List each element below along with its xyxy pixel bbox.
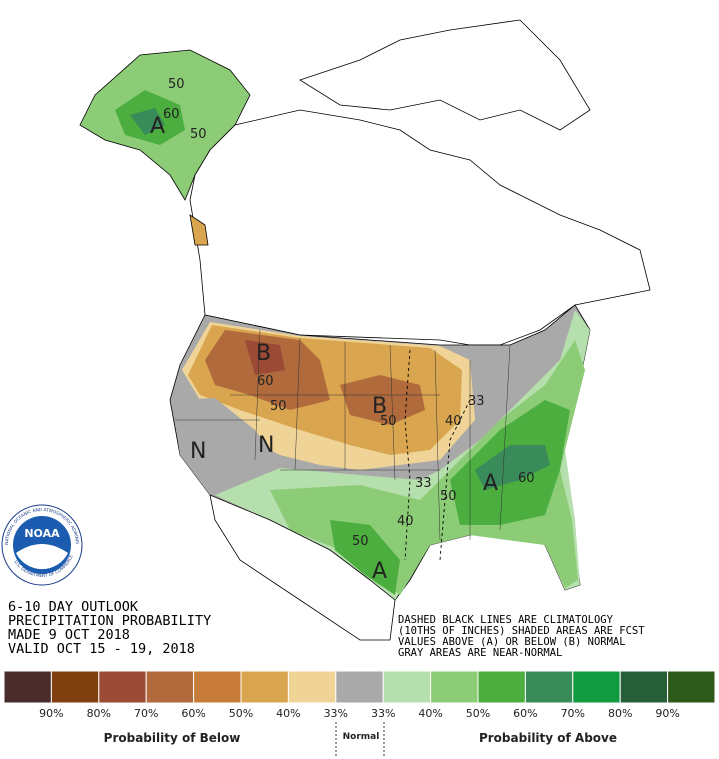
legend-label: 60% <box>513 707 537 720</box>
region-label: A <box>483 471 498 496</box>
legend-label: 50% <box>229 707 253 720</box>
legend-label: 80% <box>608 707 632 720</box>
note-line: GRAY AREAS ARE NEAR-NORMAL <box>398 647 562 659</box>
legend-label: 70% <box>134 707 158 720</box>
note-line: DASHED BLACK LINES ARE CLIMATOLOGY <box>398 614 614 626</box>
legend-swatch <box>335 670 384 704</box>
legend-label: 40% <box>276 707 300 720</box>
region-label: 40 <box>445 414 462 429</box>
legend-swatch <box>145 670 195 704</box>
title-line: VALID OCT 15 - 19, 2018 <box>8 641 195 657</box>
region-label: 40 <box>397 514 414 529</box>
legend-label: 80% <box>87 707 111 720</box>
legend: Probability of Below Normal Probability … <box>3 670 716 756</box>
region-label: 60 <box>518 471 535 486</box>
legend-label: 90% <box>39 707 63 720</box>
legend-below: Probability of Below <box>104 731 241 745</box>
legend-swatch <box>287 670 337 704</box>
legend-swatch <box>524 670 574 704</box>
note-line: VALUES ABOVE (A) OR BELOW (B) NORMAL <box>398 636 626 648</box>
legend-above: Probability of Above <box>479 731 617 745</box>
logo-name: NOAA <box>24 527 60 540</box>
region-label: 50 <box>168 77 185 92</box>
region-label: 60 <box>257 374 274 389</box>
legend-normal: Normal <box>343 732 380 742</box>
legend-label: 33% <box>324 707 348 720</box>
west-gray <box>172 398 285 495</box>
legend-swatch <box>193 670 242 704</box>
region-label: 33 <box>468 394 485 409</box>
region-label: 33 <box>415 476 432 491</box>
logo-ring-top-text: NATIONAL OCEANIC AND ATMOSPHERIC ADMINIS… <box>0 0 80 545</box>
legend-swatch <box>667 670 716 704</box>
region-label: N <box>258 433 274 458</box>
title-line: 6-10 DAY OUTLOOK <box>8 599 139 615</box>
title-line: MADE 9 OCT 2018 <box>8 627 130 643</box>
legend-swatch <box>240 670 289 704</box>
state-lines <box>175 329 511 541</box>
map <box>79 19 651 641</box>
logo-ring-top: NATIONAL OCEANIC AND ATMOSPHERIC ADMINIS… <box>0 0 80 545</box>
legend-label: 60% <box>181 707 205 720</box>
arctic-islands <box>299 19 591 131</box>
title-block: 6-10 DAY OUTLOOK PRECIPITATION PROBABILI… <box>8 599 211 657</box>
noaa-logo: NOAA NATIONAL OCEANIC AND ATMOSPHERIC AD… <box>0 0 83 586</box>
region-label: A <box>372 559 387 584</box>
region-label: 60 <box>163 107 180 122</box>
region-labels: A 60 50 50 B 60 50 B 50 40 33 N N 33 40 … <box>150 77 535 584</box>
climatology-lines <box>404 349 471 561</box>
legend-label: 40% <box>418 707 442 720</box>
legend-label: 50% <box>466 707 490 720</box>
bc-coast <box>189 214 209 246</box>
texas-mid <box>330 520 400 595</box>
legend-swatch <box>382 670 432 704</box>
title-line: PRECIPITATION PROBABILITY <box>8 613 211 629</box>
region-label: 50 <box>380 414 397 429</box>
legend-swatch <box>619 670 669 704</box>
east-core <box>475 445 550 490</box>
region-label: 50 <box>190 127 207 142</box>
region-label: A <box>150 114 165 139</box>
mexico <box>209 494 396 641</box>
canada <box>189 109 651 346</box>
legend-label: 70% <box>561 707 585 720</box>
notes: DASHED BLACK LINES ARE CLIMATOLOGY (10TH… <box>398 614 645 659</box>
alaska-core2 <box>130 108 165 135</box>
legend-swatch <box>572 670 621 704</box>
legend-swatch <box>3 670 52 704</box>
legend-label: 90% <box>655 707 679 720</box>
legend-swatch <box>430 670 479 704</box>
region-label: 50 <box>352 534 369 549</box>
note-line: (10THS OF INCHES) SHADED AREAS ARE FCST <box>398 625 645 637</box>
region-label: B <box>256 341 271 366</box>
below-strong2 <box>340 375 425 425</box>
legend-swatch <box>98 670 147 704</box>
region-label: N <box>190 439 206 464</box>
legend-swatch <box>477 670 526 704</box>
legend-swatch <box>50 670 100 704</box>
legend-label: 33% <box>371 707 395 720</box>
region-label: 50 <box>440 489 457 504</box>
region-label: B <box>372 394 387 419</box>
logo-gull <box>16 544 68 570</box>
below-core <box>245 340 285 375</box>
region-label: 50 <box>270 399 287 414</box>
